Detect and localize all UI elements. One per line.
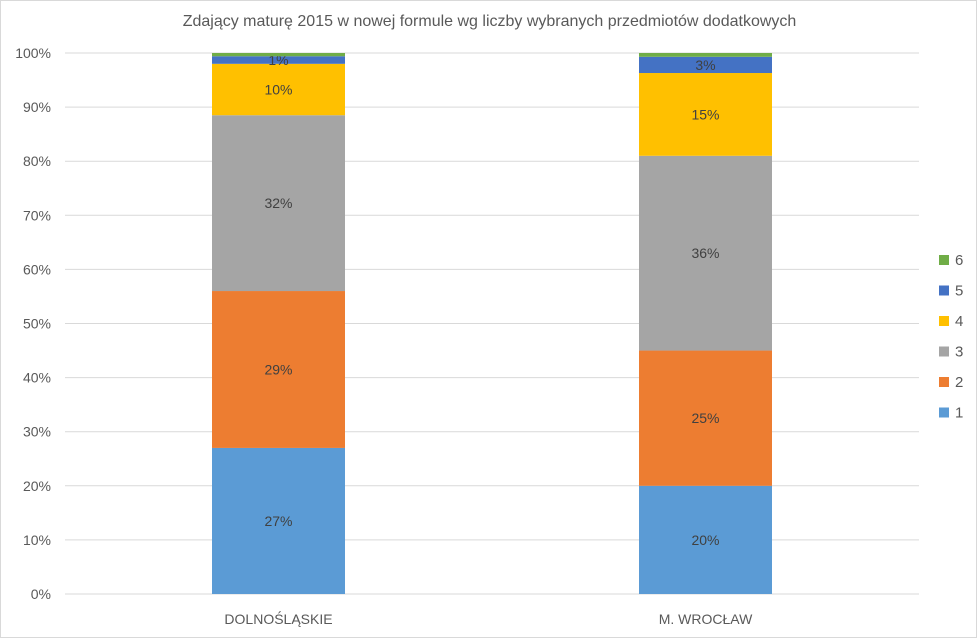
chart-title: Zdający maturę 2015 w nowej formule wg l… — [182, 13, 797, 30]
data-label: 29% — [264, 361, 292, 377]
y-axis: 0% 10% 20% 30% 40% 50% 60% 70% 80% 90% 100% — [15, 45, 51, 602]
data-label: 3% — [695, 57, 715, 73]
bar-segment-series-2 — [639, 350, 772, 486]
y-tick-label: 60% — [23, 261, 51, 277]
legend-label: 2 — [955, 374, 963, 391]
y-tick-label: 0% — [31, 586, 51, 602]
y-tick-label: 90% — [23, 99, 51, 115]
data-label: 25% — [691, 410, 719, 426]
legend-label: 4 — [955, 313, 963, 330]
y-tick-label: 70% — [23, 207, 51, 223]
y-tick-label: 30% — [23, 424, 51, 440]
bar-segment-series-4 — [212, 63, 345, 116]
bar-segment-series-3 — [212, 115, 345, 292]
bar-segment-series-1 — [639, 485, 772, 594]
legend-label: 6 — [955, 252, 963, 269]
legend-label: 5 — [955, 283, 963, 300]
y-tick-label: 50% — [23, 316, 51, 332]
y-tick-label: 10% — [23, 532, 51, 548]
legend: 6 5 4 3 2 1 — [939, 252, 963, 422]
data-label: 10% — [264, 82, 292, 98]
bar-segment-series-5 — [639, 56, 772, 74]
bar-segment-series-6 — [639, 53, 772, 57]
bar-segment-series-1 — [212, 447, 345, 594]
gridlines — [65, 52, 919, 595]
data-label: 36% — [691, 245, 719, 261]
y-tick-label: 20% — [23, 478, 51, 494]
y-tick-label: 80% — [23, 153, 51, 169]
bar-segment-series-3 — [639, 155, 772, 351]
category-label: DOLNOŚLĄSKIE — [224, 610, 332, 627]
legend-label: 1 — [955, 405, 963, 422]
y-tick-label: 100% — [15, 45, 51, 61]
bars: 27%29%32%10%1%20%25%36%15%3% — [212, 52, 772, 594]
data-label: 27% — [264, 513, 292, 529]
bar-segment-series-5 — [212, 56, 345, 64]
legend-swatch — [939, 255, 949, 265]
legend-label: 3 — [955, 344, 963, 361]
data-label: 15% — [691, 106, 719, 122]
bar-segment-series-4 — [639, 73, 772, 156]
legend-swatch — [939, 316, 949, 326]
data-label: 20% — [691, 532, 719, 548]
legend-swatch — [939, 285, 949, 296]
data-label: 32% — [264, 195, 292, 211]
x-axis: DOLNOŚLĄSKIE M. WROCŁAW — [224, 610, 753, 627]
y-tick-label: 40% — [23, 370, 51, 386]
bar-segment-series-2 — [212, 291, 345, 448]
legend-swatch — [939, 407, 949, 418]
category-label: M. WROCŁAW — [659, 611, 753, 627]
bar-segment-series-6 — [212, 53, 345, 57]
legend-swatch — [939, 346, 949, 357]
legend-swatch — [939, 377, 949, 387]
